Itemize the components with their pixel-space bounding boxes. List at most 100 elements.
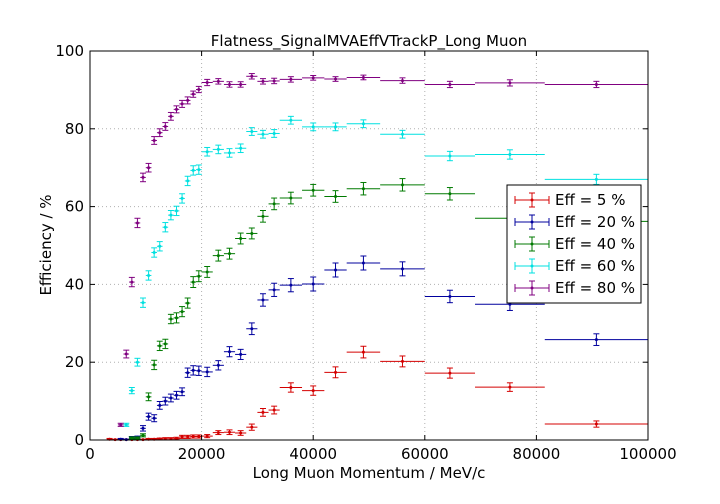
data-point (324, 262, 347, 278)
marker (197, 168, 201, 172)
data-point (324, 122, 347, 132)
data-point (346, 181, 381, 196)
marker (135, 360, 139, 364)
marker (228, 252, 231, 256)
legend-item: Eff = 20 % (514, 213, 635, 231)
data-point (201, 146, 213, 157)
marker (239, 352, 243, 356)
data-point (246, 423, 258, 431)
marker (361, 350, 365, 354)
y-tick-label: 40 (65, 275, 84, 293)
marker (311, 76, 315, 80)
marker (216, 363, 220, 367)
data-point (380, 129, 425, 139)
data-point (223, 429, 236, 436)
marker (289, 283, 293, 287)
data-point (302, 276, 325, 292)
data-point (190, 365, 197, 376)
data-point (223, 148, 236, 158)
legend-swatch-marker (530, 220, 534, 224)
marker (216, 147, 220, 151)
data-point (424, 187, 476, 201)
marker (400, 79, 404, 83)
data-point (190, 90, 197, 98)
marker (197, 274, 201, 278)
data-point (257, 129, 269, 139)
marker (448, 371, 452, 375)
plot-frame (89, 50, 649, 441)
data-point (173, 390, 180, 400)
data-point (302, 75, 325, 81)
data-point (156, 241, 163, 252)
marker (141, 426, 145, 430)
marker (261, 132, 265, 136)
data-point (380, 77, 425, 84)
marker (508, 81, 512, 85)
data-point (184, 367, 191, 378)
data-point (346, 74, 381, 81)
marker (163, 225, 167, 229)
data-point (246, 227, 258, 240)
data-point (179, 193, 186, 204)
marker (250, 327, 254, 331)
marker (141, 433, 145, 437)
data-point (201, 366, 213, 378)
data-point (235, 430, 247, 436)
data-point (212, 249, 224, 262)
marker (174, 107, 178, 111)
data-point (190, 276, 197, 289)
marker (180, 435, 184, 439)
data-point (190, 165, 197, 176)
marker (205, 81, 209, 85)
data-point (302, 183, 325, 197)
series-eff-40 (128, 178, 648, 440)
marker (239, 146, 243, 150)
marker (141, 301, 145, 305)
marker (228, 151, 231, 155)
data-point (140, 297, 147, 308)
data-point (156, 128, 163, 138)
data-point (173, 205, 180, 217)
marker (272, 131, 276, 135)
data-point (380, 355, 425, 368)
y-tick-label: 0 (74, 431, 84, 449)
marker (180, 310, 184, 314)
data-point (257, 209, 269, 223)
data-point (212, 430, 224, 436)
data-point (151, 136, 158, 145)
marker (147, 415, 151, 419)
data-point (145, 412, 152, 421)
data-point (223, 346, 236, 358)
x-tick-label: 40000 (289, 445, 337, 463)
marker (289, 385, 293, 389)
data-point (162, 338, 169, 350)
legend-label: Eff = 80 % (555, 279, 635, 297)
marker (163, 124, 167, 128)
marker (135, 221, 139, 225)
data-point (151, 247, 158, 258)
legend-item: Eff = 80 % (514, 279, 635, 297)
marker (141, 175, 145, 179)
marker (152, 363, 156, 367)
data-point (235, 81, 247, 88)
data-point (268, 405, 280, 415)
x-tick-label: 60000 (401, 445, 449, 463)
marker (158, 403, 162, 407)
marker (261, 410, 265, 414)
x-tick-label: 80000 (513, 445, 561, 463)
marker (130, 436, 134, 440)
marker (205, 150, 209, 154)
marker (448, 154, 452, 158)
marker (180, 390, 184, 394)
data-point (279, 76, 303, 83)
data-point (167, 209, 174, 221)
data-point (173, 105, 180, 114)
marker (239, 82, 243, 86)
marker (124, 352, 128, 356)
marker (197, 88, 201, 92)
marker (152, 138, 156, 142)
data-point (346, 255, 381, 271)
marker (261, 214, 265, 218)
marker (191, 434, 195, 438)
